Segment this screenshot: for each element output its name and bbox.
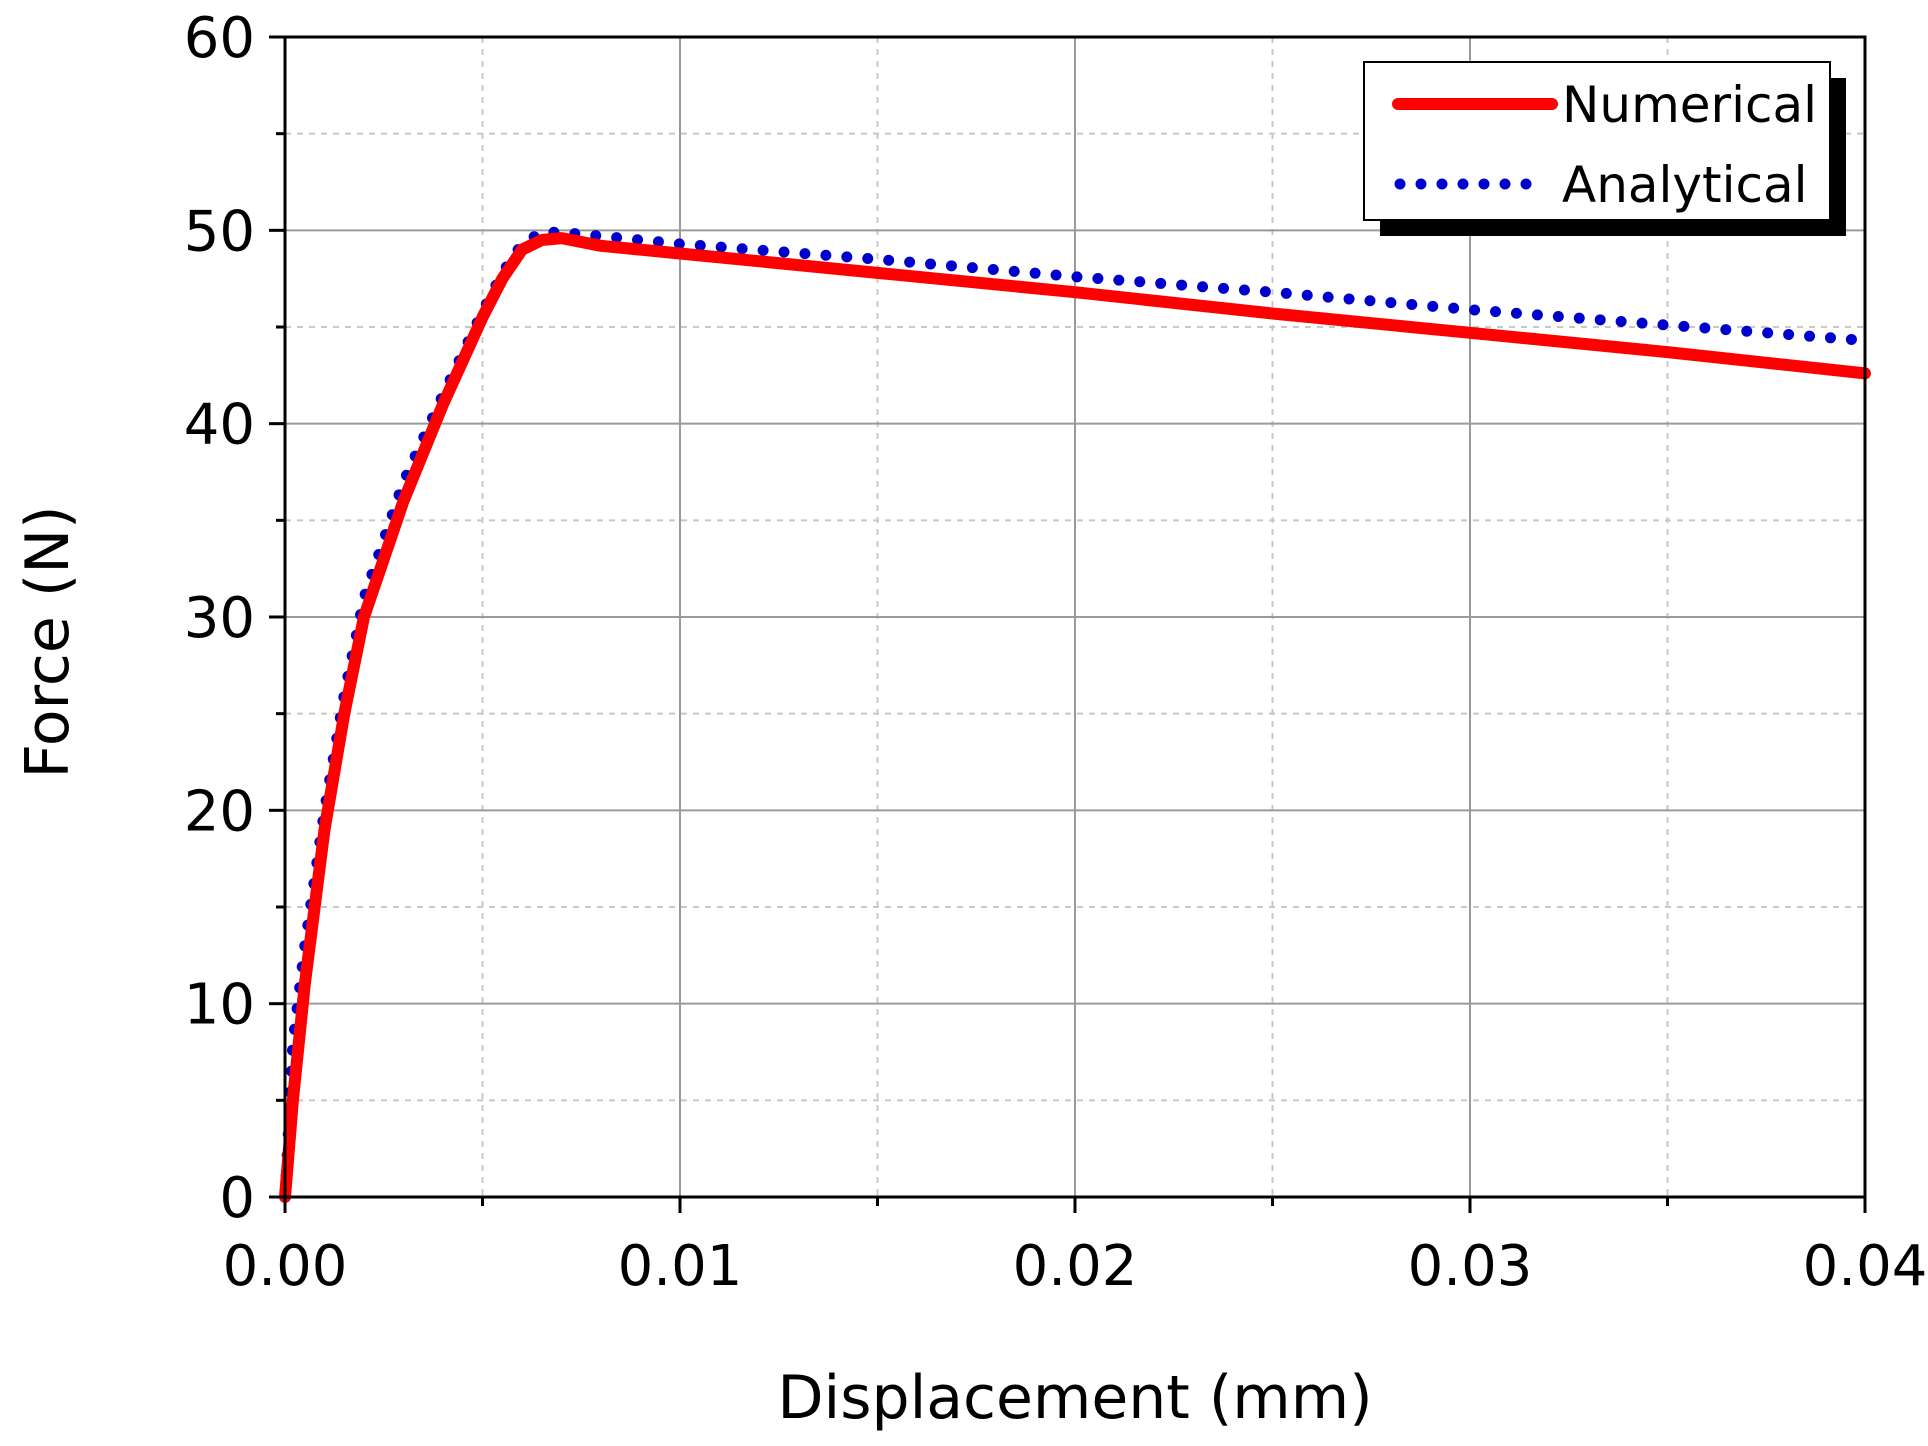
axis-ticks: 0.00 0.01 0.02 0.03 0.04 0 10 20 30 40 50 60 xyxy=(184,6,1928,1299)
legend: Numerical Analytical xyxy=(1363,61,1846,236)
legend-label-analytical: Analytical xyxy=(1562,156,1808,214)
x-tick-label: 0.02 xyxy=(1013,1234,1138,1299)
y-tick-label: 10 xyxy=(184,973,255,1038)
x-tick-label: 0.03 xyxy=(1408,1234,1533,1299)
y-tick-label: 50 xyxy=(184,199,255,264)
y-tick-label: 30 xyxy=(184,586,255,651)
y-tick-label: 60 xyxy=(184,6,255,71)
series-line-numerical xyxy=(279,232,1871,1203)
series-line-analytical xyxy=(279,226,1871,1203)
y-axis-title: Force (N) xyxy=(13,505,83,778)
x-tick-label: 0.00 xyxy=(223,1234,348,1299)
legend-box xyxy=(1363,61,1831,221)
x-tick-label: 0.04 xyxy=(1803,1234,1928,1299)
y-tick-label: 40 xyxy=(184,393,255,458)
legend-label-numerical: Numerical xyxy=(1562,76,1817,134)
y-tick-label: 20 xyxy=(184,779,255,844)
x-axis-title: Displacement (mm) xyxy=(777,1363,1372,1433)
y-tick-label: 0 xyxy=(219,1166,255,1231)
x-tick-label: 0.01 xyxy=(618,1234,743,1299)
